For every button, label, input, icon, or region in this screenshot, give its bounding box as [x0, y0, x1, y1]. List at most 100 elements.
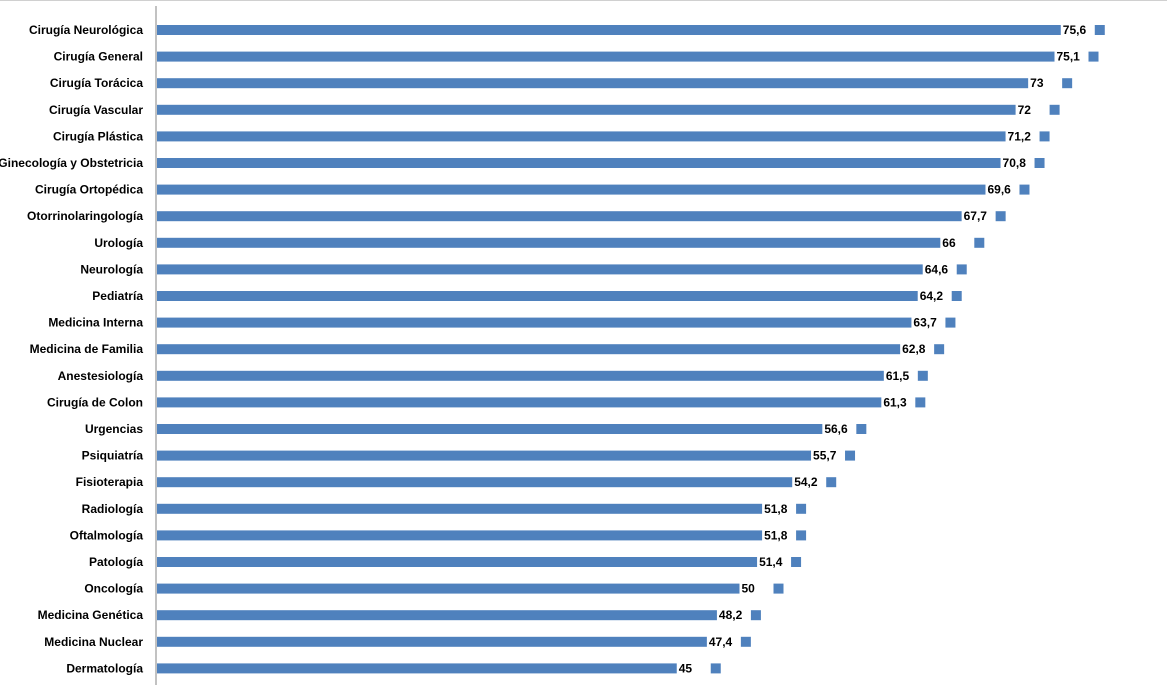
category-label: Cirugía General — [54, 50, 143, 64]
value-label: 75,6 — [1063, 23, 1087, 37]
category-label: Dermatología — [66, 661, 143, 675]
bar — [157, 636, 707, 647]
category-label: Psiquiatría — [82, 449, 144, 463]
category-label: Cirugía Torácica — [50, 76, 143, 90]
value-label: 70,8 — [1003, 156, 1027, 170]
value-label: 66 — [942, 236, 956, 250]
bar — [157, 237, 941, 248]
bar — [157, 610, 717, 621]
bar — [157, 503, 763, 514]
bar — [157, 291, 918, 301]
value-label: 54,2 — [794, 475, 818, 489]
category-label: Otorrinolaringología — [27, 209, 143, 223]
bar-tail — [1039, 131, 1050, 142]
bar — [157, 184, 986, 195]
bar — [157, 370, 884, 381]
category-labels: Cirugía Neurológica Cirugía General Cirugí… — [0, 23, 143, 675]
bar — [157, 583, 740, 594]
category-label: Oftalmología — [70, 528, 144, 542]
bar — [157, 424, 823, 434]
bar — [157, 477, 793, 488]
value-label: 75,1 — [1057, 50, 1081, 64]
value-label: 55,7 — [813, 449, 837, 463]
bar-tail — [710, 663, 721, 674]
bar-tail — [750, 610, 761, 621]
category-label: Urgencias — [85, 422, 143, 436]
bar-tail — [856, 424, 867, 434]
bar-tail — [826, 477, 837, 488]
category-label: Pediatría — [92, 289, 143, 303]
bars-group — [157, 25, 1105, 674]
value-label: 45 — [679, 661, 693, 675]
bar-tail — [1049, 104, 1060, 115]
bar — [157, 104, 1016, 115]
value-label: 56,6 — [824, 422, 848, 436]
bar-tail — [740, 636, 751, 647]
bar-tail — [956, 264, 967, 275]
value-label: 69,6 — [987, 183, 1011, 197]
value-label: 51,8 — [764, 502, 788, 516]
value-label: 64,2 — [920, 289, 944, 303]
category-label: Cirugía Vascular — [49, 103, 143, 117]
category-label: Radiología — [82, 502, 144, 516]
bar-tail — [791, 557, 802, 567]
bar-tail — [974, 237, 985, 248]
bar — [157, 530, 763, 541]
bar — [157, 450, 812, 461]
bar — [157, 397, 882, 408]
category-label: Medicina de Familia — [30, 342, 144, 356]
category-label: Patología — [89, 555, 143, 569]
category-label: Medicina Genética — [38, 608, 144, 622]
bar-tail — [796, 530, 807, 541]
bar-tail — [915, 397, 926, 408]
value-label: 51,4 — [759, 555, 783, 569]
value-label: 73 — [1030, 76, 1044, 90]
value-label: 64,6 — [925, 262, 949, 276]
value-label: 48,2 — [719, 608, 743, 622]
category-label: Cirugía Neurológica — [29, 23, 143, 37]
bar — [157, 211, 962, 222]
bar — [157, 25, 1061, 35]
category-label: Medicina Interna — [48, 316, 143, 330]
category-label: Cirugía de Colon — [47, 395, 143, 409]
bar-tail — [796, 503, 807, 514]
bar-tail — [1034, 158, 1045, 168]
category-label: Medicina Nuclear — [44, 635, 143, 649]
value-label: 63,7 — [913, 316, 937, 330]
value-label: 61,5 — [886, 369, 910, 383]
bar-tail — [951, 291, 962, 301]
bar-tail — [934, 344, 945, 355]
category-label: Ginecología y Obstetricia — [0, 156, 143, 170]
value-label: 61,3 — [883, 395, 907, 409]
bar — [157, 158, 1001, 168]
category-label: Cirugía Ortopédica — [35, 183, 143, 197]
bar — [157, 557, 758, 567]
value-label: 50 — [742, 582, 756, 596]
bar-tail — [917, 370, 928, 381]
bar-tail — [1062, 78, 1073, 89]
bar-tail — [1094, 25, 1105, 35]
value-label: 47,4 — [709, 635, 733, 649]
bar-tail — [1088, 51, 1099, 62]
category-label: Cirugía Plástica — [53, 129, 143, 143]
value-label: 62,8 — [902, 342, 926, 356]
bar — [157, 663, 677, 674]
bar — [157, 317, 912, 328]
value-label: 72 — [1018, 103, 1032, 117]
bar-tail — [773, 583, 784, 594]
bar-tail — [845, 450, 856, 461]
bar — [157, 78, 1029, 89]
category-label: Fisioterapia — [76, 475, 144, 489]
category-label: Urología — [94, 236, 143, 250]
category-label: Anestesiología — [58, 369, 144, 383]
value-label: 71,2 — [1008, 129, 1032, 143]
value-label: 51,8 — [764, 528, 788, 542]
value-labels: 75,6 75,1 73 72 71,2 70,8 69,6 67,7 66 64,6 64,2 63… — [679, 23, 1087, 675]
value-label: 67,7 — [964, 209, 988, 223]
bar — [157, 51, 1055, 62]
bar — [157, 344, 901, 355]
bar-tail — [945, 317, 956, 328]
bar-tail — [1019, 184, 1030, 195]
